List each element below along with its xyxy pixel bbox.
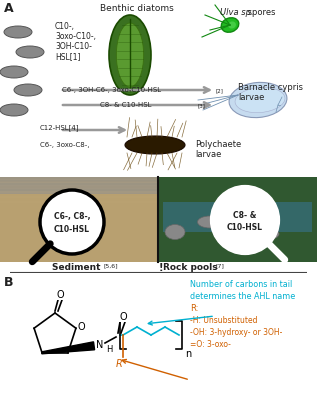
Text: spores: spores <box>245 8 275 17</box>
Text: Benthic diatoms: Benthic diatoms <box>100 4 174 13</box>
Text: C10-,: C10-, <box>55 22 75 31</box>
Text: N: N <box>96 340 104 350</box>
Ellipse shape <box>0 104 28 116</box>
Text: n: n <box>185 349 191 359</box>
Text: =O: 3-oxo-: =O: 3-oxo- <box>190 340 231 349</box>
Ellipse shape <box>116 23 144 87</box>
Text: O: O <box>119 312 127 322</box>
Text: C8- & C10-HSL: C8- & C10-HSL <box>100 102 152 108</box>
Text: C10-HSL: C10-HSL <box>54 224 90 234</box>
Circle shape <box>214 189 276 251</box>
FancyBboxPatch shape <box>158 177 317 262</box>
Polygon shape <box>42 342 94 354</box>
Text: B: B <box>4 276 14 289</box>
Ellipse shape <box>165 224 185 240</box>
Text: -H: Unsubstituted: -H: Unsubstituted <box>190 316 257 325</box>
Text: R: R <box>116 359 122 369</box>
Text: H: H <box>106 346 112 354</box>
Text: C6-, C8-,: C6-, C8-, <box>54 212 90 222</box>
Text: Number of carbons in tail: Number of carbons in tail <box>190 280 292 289</box>
Text: R:: R: <box>190 304 198 313</box>
Ellipse shape <box>4 26 32 38</box>
Text: Polychaete
larvae: Polychaete larvae <box>195 140 241 159</box>
FancyBboxPatch shape <box>0 177 158 194</box>
Text: determines the AHL name: determines the AHL name <box>190 292 295 301</box>
FancyBboxPatch shape <box>0 177 158 262</box>
Text: [7]: [7] <box>216 263 225 268</box>
Text: 3oxo-C10-,: 3oxo-C10-, <box>55 32 96 41</box>
Text: C12-HSL[4]: C12-HSL[4] <box>40 124 80 131</box>
Ellipse shape <box>229 82 287 118</box>
Ellipse shape <box>16 46 44 58</box>
Ellipse shape <box>228 22 236 28</box>
Text: O: O <box>78 322 86 332</box>
Circle shape <box>40 190 104 254</box>
Text: [3]: [3] <box>198 103 206 108</box>
Text: 3OH-C10-: 3OH-C10- <box>55 42 92 51</box>
Text: Barnacle cypris
larvae: Barnacle cypris larvae <box>238 83 303 102</box>
Circle shape <box>213 188 277 252</box>
Text: [2]: [2] <box>216 88 224 93</box>
Text: C6-, 3oxo-C8-,: C6-, 3oxo-C8-, <box>40 142 89 148</box>
FancyBboxPatch shape <box>163 202 312 232</box>
Ellipse shape <box>14 84 42 96</box>
Ellipse shape <box>0 66 28 78</box>
Ellipse shape <box>125 136 185 154</box>
Text: Ulva sp.: Ulva sp. <box>220 8 254 17</box>
Ellipse shape <box>235 87 285 113</box>
Ellipse shape <box>221 18 239 32</box>
Text: !: ! <box>159 263 164 273</box>
Text: Rock pools: Rock pools <box>163 263 217 272</box>
Text: C10-HSL: C10-HSL <box>227 222 263 232</box>
Ellipse shape <box>197 216 223 228</box>
Ellipse shape <box>261 229 279 239</box>
Ellipse shape <box>109 15 151 95</box>
Text: HSL[1]: HSL[1] <box>55 52 81 61</box>
Text: C6-, 3OH-C6-, 3oxo-C10-HSL: C6-, 3OH-C6-, 3oxo-C10-HSL <box>62 87 161 93</box>
Text: O: O <box>56 290 64 300</box>
Text: Sediment: Sediment <box>52 263 104 272</box>
Text: A: A <box>4 2 14 15</box>
Text: [5,6]: [5,6] <box>104 263 119 268</box>
Text: -OH: 3-hydroxy- or 3OH-: -OH: 3-hydroxy- or 3OH- <box>190 328 282 337</box>
Text: C8- &: C8- & <box>233 210 257 220</box>
